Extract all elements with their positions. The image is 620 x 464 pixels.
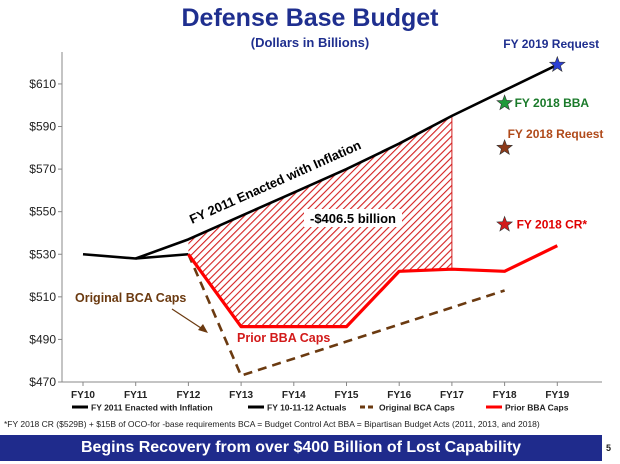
legend-label-3: Prior BBA Caps <box>505 403 569 413</box>
legend-label-0: FY 2011 Enacted with Inflation <box>91 403 213 413</box>
footnote: *FY 2018 CR ($529B) + $15B of OCO-for -b… <box>4 419 540 429</box>
y-tick-label: $470 <box>29 375 56 389</box>
x-tick-label: FY13 <box>229 390 253 401</box>
series-line-2 <box>187 253 505 377</box>
page-number: 5 <box>606 443 612 453</box>
series-line-1 <box>82 252 189 260</box>
point-label: FY 2018 Request <box>508 127 604 141</box>
point-marker-star <box>496 215 514 232</box>
chart-title: Defense Base Budget <box>181 4 439 32</box>
point-label: FY 2018 CR* <box>517 217 588 231</box>
legend-label-2: Original BCA Caps <box>379 403 455 413</box>
y-tick-label: $570 <box>29 162 56 176</box>
x-tick-label: FY19 <box>545 390 569 401</box>
legend-label-1: FY 10-11-12 Actuals <box>267 403 347 413</box>
y-tick-label: $510 <box>29 290 56 304</box>
x-tick-label: FY14 <box>282 390 306 401</box>
series-line-3 <box>187 244 558 329</box>
y-tick-label: $610 <box>29 77 56 91</box>
x-tick-label: FY16 <box>387 390 411 401</box>
point-label: FY 2018 BBA <box>515 96 590 110</box>
point-marker-star <box>496 138 514 155</box>
x-tick-label: FY17 <box>440 390 464 401</box>
bba-caps-label: Prior BBA Caps <box>237 331 330 345</box>
y-tick-label: $590 <box>29 120 56 134</box>
x-tick-label: FY10 <box>71 390 95 401</box>
x-tick-label: FY18 <box>493 390 517 401</box>
series-line-0 <box>135 63 558 260</box>
y-tick-label: $490 <box>29 332 56 346</box>
chart-subtitle: (Dollars in Billions) <box>250 35 370 50</box>
point-label: FY 2019 Request <box>503 37 599 51</box>
y-tick-label: $530 <box>29 247 56 261</box>
point-marker-star <box>548 55 566 72</box>
point-marker-star <box>496 94 514 111</box>
y-tick-label: $550 <box>29 205 56 219</box>
x-tick-label: FY12 <box>176 390 200 401</box>
summary-banner: Begins Recovery from over $400 Billion o… <box>0 435 602 461</box>
x-tick-label: FY11 <box>124 390 148 401</box>
bca-caps-arrow <box>171 308 205 331</box>
x-tick-label: FY15 <box>335 390 359 401</box>
gap-label-bg <box>304 209 402 227</box>
bca-caps-label: Original BCA Caps <box>75 291 186 305</box>
bca-caps-arrowhead <box>198 324 208 333</box>
gap-amount-label: -$406.5 billion <box>310 211 396 226</box>
